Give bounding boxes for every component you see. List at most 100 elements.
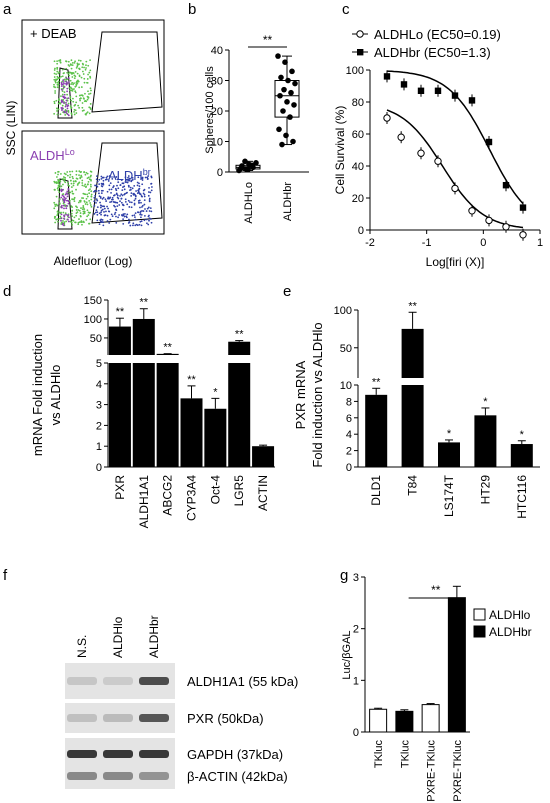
event-dot [70,87,73,90]
event-dot [86,78,89,80]
event-dot [89,69,92,72]
event-dot [89,59,91,62]
event-dot [62,222,64,225]
event-dot [55,78,57,81]
event-dot [90,170,93,173]
event-dot [150,221,153,224]
event-dot [84,203,87,205]
event-dot [89,188,91,191]
event-dot [110,213,113,216]
data-point [280,108,286,114]
event-dot [138,185,141,188]
event-dot [128,177,131,180]
event-dot [82,73,85,75]
event-dot [64,96,67,99]
event-dot [84,113,87,116]
event-dot [109,182,112,185]
event-dot [70,186,73,188]
event-dot [67,181,69,184]
event-dot [77,221,80,224]
data-point [291,102,297,108]
event-dot [105,210,107,213]
event-dot [60,196,63,199]
band-label: GAPDH (37kDa) [187,747,283,762]
data-point [242,158,248,165]
event-dot [142,210,145,212]
event-dot [70,212,73,215]
event-dot [75,173,78,176]
event-dot [58,211,61,214]
aldh-br-gate [91,31,163,113]
event-dot [82,205,85,207]
event-dot [69,71,71,74]
event-dot [103,214,106,217]
event-dot [66,171,69,173]
event-dot [138,182,140,185]
event-dot [90,205,93,208]
event-dot [150,189,153,192]
event-dot [56,83,59,86]
event-dot [74,180,77,183]
event-dot [89,87,92,90]
event-dot [57,102,60,105]
event-dot [141,209,143,212]
x-tick-label: ALDHbr [282,182,294,221]
event-dot [150,183,152,185]
event-dot [89,183,92,186]
event-dot [125,216,128,219]
y-tick-label: 0 [346,462,352,474]
event-dot [148,186,150,189]
bar-upper [132,318,155,355]
y-tick-label: 80 [352,97,364,109]
event-dot [66,218,69,221]
event-dot [67,202,70,205]
event-dot [117,216,119,219]
event-dot [86,193,89,196]
event-dot [62,176,65,178]
bar [369,708,388,733]
event-dot [56,81,59,84]
event-dot [54,203,56,206]
event-dot [132,193,135,196]
panel-letter-a: a [3,1,12,18]
event-dot [79,212,82,214]
band-label: β-ACTIN (42kDa) [187,769,288,784]
y-axis-label: Luc/βGAL [341,630,353,679]
event-dot [89,178,92,181]
event-dot [108,222,111,224]
event-dot [99,220,102,223]
event-dot [115,193,118,196]
event-dot [56,67,59,69]
event-dot [57,186,60,189]
event-dot [61,108,63,110]
bar-lower [108,363,131,467]
event-dot [70,221,73,223]
event-dot [61,75,64,78]
event-dot [140,224,143,227]
event-dot [71,223,74,226]
event-dot [53,112,56,115]
y-tick-label: 3 [96,400,102,412]
event-dot [120,179,123,182]
panel-b: 0 10 20 30 40 Spheres/100 cells ALDHLo ALDHbr ** [204,33,309,224]
event-dot [96,175,98,178]
event-dot [140,216,142,219]
event-dot [65,207,68,210]
event-dot [101,219,104,221]
event-dot [119,195,121,197]
event-dot [71,170,74,173]
event-dot [65,110,68,113]
bar [395,710,414,733]
significance-marker: ** [263,33,273,47]
event-dot [60,81,63,84]
event-dot [108,175,111,177]
data-point [278,74,284,81]
event-dot [75,188,77,191]
event-dot [58,191,61,193]
event-dot [69,170,71,173]
event-dot [99,197,102,199]
event-dot [99,206,102,209]
event-dot [83,208,86,210]
aldh-lo-gate [57,178,73,230]
